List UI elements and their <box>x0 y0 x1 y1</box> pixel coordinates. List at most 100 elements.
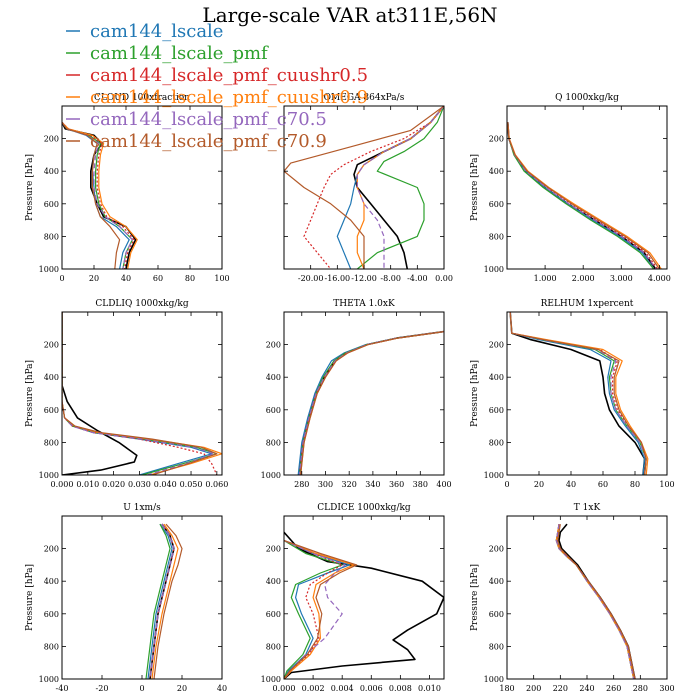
panel-2: Q 1000xkg/kg 200 400 600 800 1000 1.000 2.000 3.… <box>470 93 671 283</box>
x-tick-label: 240 <box>579 684 594 693</box>
y-tick-label: 1000 <box>261 471 281 480</box>
series-line-cam144_lscale_pmf_cuushr0.9 <box>62 121 138 269</box>
x-tick-label: 0.004 <box>331 684 354 693</box>
y-tick-label: 200 <box>266 545 281 554</box>
figure-title: Large-scale VAR at311E,56N <box>202 3 497 27</box>
series-line-cam144_lscale_pmf_c70.9 <box>62 312 218 475</box>
x-tick-label: 40 <box>566 480 576 489</box>
series-line-observation <box>509 312 646 475</box>
y-tick-label: 1000 <box>261 675 281 684</box>
panel-6: U 1xm/s 200 400 600 800 1000-40 -20 0 20 40 Pressu… <box>25 503 227 693</box>
legend-label: cam144_lscale_pmf_cuushr0.5 <box>90 65 368 86</box>
series-line-cam144_lscale_pmf_c70.9 <box>153 523 183 679</box>
series-line-cam144_lscale_pmf_c70.9 <box>284 539 358 679</box>
x-tick-label: -20 <box>96 684 109 693</box>
x-tick-label: 0.006 <box>360 684 383 693</box>
y-tick-label: 1000 <box>39 471 59 480</box>
x-tick-label: -20.00 <box>298 274 324 283</box>
y-tick-label: 400 <box>266 373 281 382</box>
y-tick-label: 600 <box>489 610 504 619</box>
x-tick-label: 0.000 <box>273 684 296 693</box>
x-tick-label: 60 <box>153 274 163 283</box>
x-tick-label: 100 <box>659 480 674 489</box>
series-line-cam144_lscale_pmf_c70.5 <box>509 312 647 475</box>
x-tick-label: -12.00 <box>351 274 377 283</box>
series-line-cam144_lscale <box>297 331 444 475</box>
series-line-cam144_lscale_pmf_c70.9 <box>557 524 636 679</box>
series-line-observation <box>558 523 636 679</box>
y-tick-label: 600 <box>489 200 504 209</box>
x-tick-label: 0.010 <box>76 480 99 489</box>
series-line-cam144_lscale_pmf <box>555 524 635 679</box>
x-tick-label: 0.002 <box>302 684 325 693</box>
series-line-cam144_lscale_pmf_c70.5 <box>284 539 346 679</box>
plot-frame <box>61 311 223 476</box>
x-tick-label: 0.010 <box>418 684 441 693</box>
panel-title: Q 1000xkg/kg <box>555 93 619 103</box>
x-tick-label: 3.000 <box>610 274 633 283</box>
x-tick-label: 0.000 <box>51 480 74 489</box>
series-line-cam144_lscale_pmf_cuushr0.5 <box>62 312 218 475</box>
series-line-cam144_lscale_pmf_cuushr0.5 <box>284 539 343 679</box>
series-line-observation <box>298 330 444 475</box>
panel-title: U 1xm/s <box>123 503 161 513</box>
y-tick-label: 600 <box>44 200 59 209</box>
plot-frame <box>61 105 223 270</box>
legend-label: cam144_lscale_pmf_cuushr0.9 <box>90 87 368 108</box>
x-tick-label: -4.00 <box>407 274 428 283</box>
series-line-cam144_lscale_pmf_c70.9 <box>509 312 647 475</box>
x-tick-label: 2.000 <box>572 274 595 283</box>
plot-frame <box>506 515 668 680</box>
plot-frame <box>506 105 668 270</box>
x-tick-label: 20 <box>534 480 544 489</box>
y-tick-label: 800 <box>489 232 504 241</box>
series-line-cam144_lscale_pmf <box>145 523 171 679</box>
x-tick-label: 0 <box>59 274 64 283</box>
y-tick-label: 1000 <box>39 675 59 684</box>
plot-frame <box>283 311 445 476</box>
x-tick-label: 0.030 <box>128 480 151 489</box>
legend-label: cam144_lscale_pmf_c70.5 <box>90 109 327 130</box>
series-line-cam144_lscale_pmf_cuushr0.5 <box>303 106 444 269</box>
series-line-cam144_lscale_pmf <box>356 106 444 269</box>
series-line-cam144_lscale_pmf_c70.5 <box>149 523 175 679</box>
legend-item: cam144_lscale_pmf_c70.9 <box>66 131 327 152</box>
y-tick-label: 1000 <box>484 265 504 274</box>
panel-title: THETA 1.0xK <box>333 299 395 309</box>
panel-4: THETA 1.0xK 200 400 600 800 1000 280 300 320 340 3… <box>261 299 452 489</box>
x-tick-label: 220 <box>553 684 568 693</box>
x-tick-label: -40 <box>56 684 69 693</box>
panel-1: OMEGA 864xPa/s -20.00 -16.00 -12.00 -8.00 -4.… <box>283 93 453 283</box>
y-axis-label: Pressure [hPa] <box>470 564 480 631</box>
x-tick-label: 0 <box>139 684 144 693</box>
legend-item: cam144_lscale_pmf_cuushr0.5 <box>66 65 368 86</box>
series-line-cam144_lscale_pmf <box>507 122 655 269</box>
y-tick-label: 1000 <box>484 675 504 684</box>
legend-item: cam144_lscale_pmf <box>66 43 269 64</box>
x-tick-label: 60 <box>598 480 608 489</box>
x-tick-label: 0.00 <box>435 274 453 283</box>
x-tick-label: 360 <box>389 480 404 489</box>
y-tick-label: 800 <box>266 438 281 447</box>
y-tick-label: 400 <box>489 373 504 382</box>
series-line-cam144_lscale_pmf_cuushr0.9 <box>300 331 444 475</box>
x-tick-label: 80 <box>185 274 195 283</box>
y-tick-label: 400 <box>44 577 59 586</box>
x-tick-label: 0.040 <box>154 480 177 489</box>
y-tick-label: 400 <box>44 373 59 382</box>
series-line-cam144_lscale_pmf_cuushr0.9 <box>151 523 179 679</box>
y-tick-label: 600 <box>489 406 504 415</box>
x-tick-label: -16.00 <box>325 274 351 283</box>
x-tick-label: 260 <box>606 684 621 693</box>
x-tick-label: 80 <box>630 480 640 489</box>
panel-title: CLDLIQ 1000xkg/kg <box>95 299 189 309</box>
series-line-cam144_lscale <box>147 523 173 679</box>
x-tick-label: 0.020 <box>102 480 125 489</box>
y-tick-label: 800 <box>44 642 59 651</box>
y-tick-label: 200 <box>44 545 59 554</box>
series-line-cam144_lscale_pmf_cuushr0.9 <box>555 524 635 679</box>
